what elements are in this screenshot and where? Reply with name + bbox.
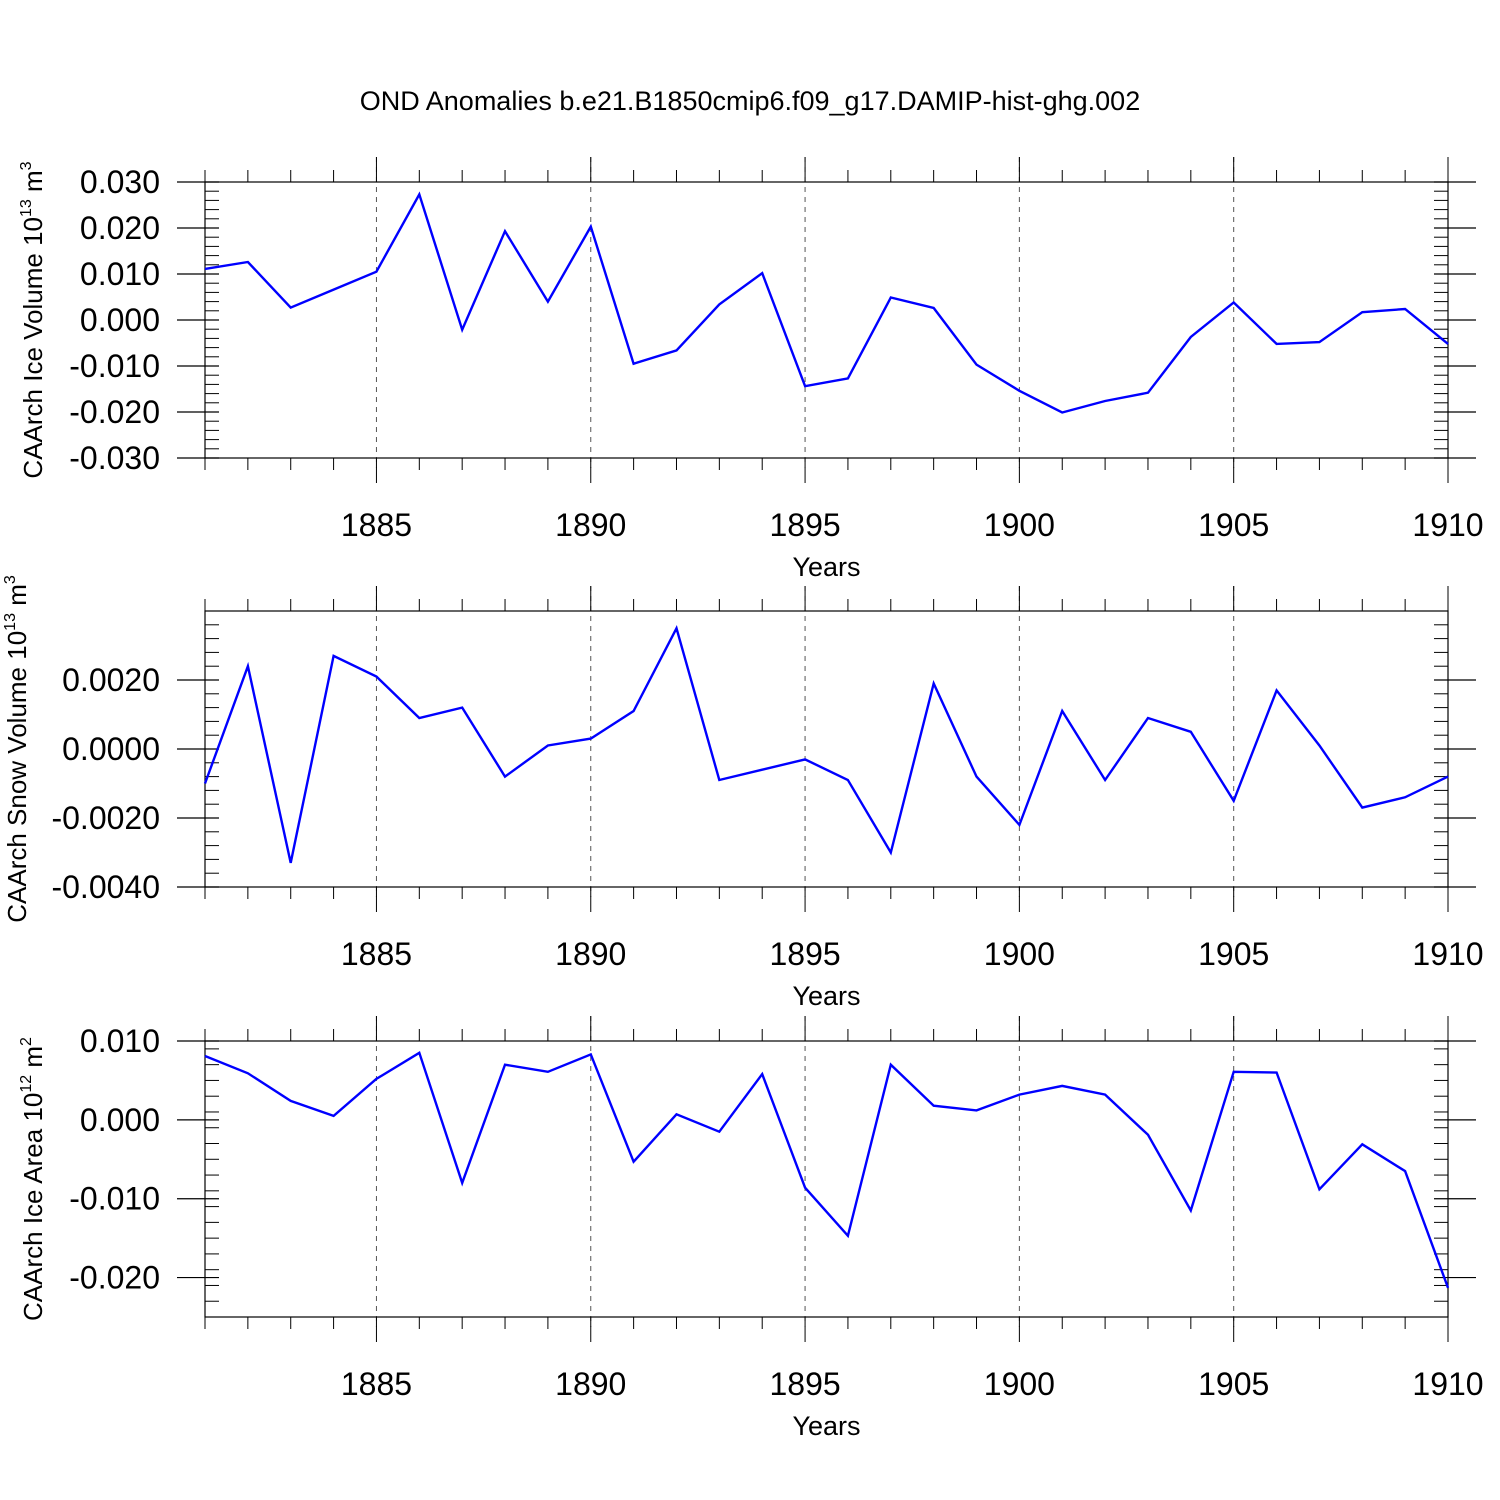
series-line-ice-area xyxy=(204,1050,1450,1289)
x-axis-label: Years xyxy=(792,981,860,1011)
y-tick-label: -0.030 xyxy=(69,440,160,476)
y-tick-label: 0.030 xyxy=(80,164,160,200)
y-tick-label: 0.000 xyxy=(80,302,160,338)
x-tick-label: 1890 xyxy=(555,507,626,543)
y-tick-label: -0.010 xyxy=(69,348,160,384)
x-tick-label: 1905 xyxy=(1198,1366,1269,1402)
x-tick-label: 1900 xyxy=(984,1366,1055,1402)
y-axis-label: CAArch Ice Volume 1013 m3 xyxy=(18,161,48,478)
x-axis-label: Years xyxy=(792,552,860,582)
x-tick-label: 1890 xyxy=(555,1366,626,1402)
y-tick-label: 0.020 xyxy=(80,210,160,246)
x-axis-label: Years xyxy=(792,1411,860,1441)
y-tick-label: 0.0020 xyxy=(62,662,160,698)
x-tick-label: 1890 xyxy=(555,936,626,972)
y-tick-label: -0.020 xyxy=(69,394,160,430)
y-tick-label: -0.0040 xyxy=(51,869,160,905)
x-tick-label: 1895 xyxy=(769,1366,840,1402)
x-tick-label: 1885 xyxy=(341,1366,412,1402)
x-tick-label: 1910 xyxy=(1412,1366,1483,1402)
series-line-snow-volume xyxy=(203,625,1449,864)
y-axis-label: CAArch Ice Area 1012 m2 xyxy=(18,1037,48,1321)
chart-title: OND Anomalies b.e21.B1850cmip6.f09_g17.D… xyxy=(360,86,1140,116)
y-tick-label: 0.010 xyxy=(80,256,160,292)
panel-snow-volume: -0.0040 -0.0020 0.0000 0.0020 1885 1890 1895 19… xyxy=(2,575,1484,1011)
plot-frame xyxy=(204,610,1449,888)
x-tick-label: 1885 xyxy=(341,507,412,543)
x-tick-label: 1885 xyxy=(341,936,412,972)
chart-panels: -0.030 -0.020 -0.010 0.000 0.010 0.020 0.030 18… xyxy=(2,157,1484,1441)
panel-ice-area: -0.020 -0.010 0.000 0.010 1885 1890 1895 1900 19… xyxy=(18,1016,1484,1441)
y-tick-label: 0.010 xyxy=(80,1023,160,1059)
x-tick-label: 1895 xyxy=(769,936,840,972)
x-tick-label: 1905 xyxy=(1198,936,1269,972)
x-tick-label: 1910 xyxy=(1412,936,1483,972)
y-tick-label: -0.010 xyxy=(69,1181,160,1217)
y-tick-label: -0.020 xyxy=(69,1260,160,1296)
y-tick-label: 0.000 xyxy=(80,1102,160,1138)
plot-frame xyxy=(204,181,1449,459)
x-tick-label: 1895 xyxy=(769,507,840,543)
x-tick-label: 1900 xyxy=(984,507,1055,543)
x-tick-label: 1905 xyxy=(1198,507,1269,543)
y-tick-label: 0.0000 xyxy=(62,731,160,767)
plot-frame xyxy=(204,1040,1449,1318)
y-axis-label: CAArch Snow Volume 1013 m3 xyxy=(2,575,32,923)
x-tick-label: 1900 xyxy=(984,936,1055,972)
y-tick-label: -0.0020 xyxy=(51,800,160,836)
panel-ice-volume: -0.030 -0.020 -0.010 0.000 0.010 0.020 0.030 18… xyxy=(18,157,1484,582)
x-tick-label: 1910 xyxy=(1412,507,1483,543)
series-line-ice-volume xyxy=(204,191,1449,414)
